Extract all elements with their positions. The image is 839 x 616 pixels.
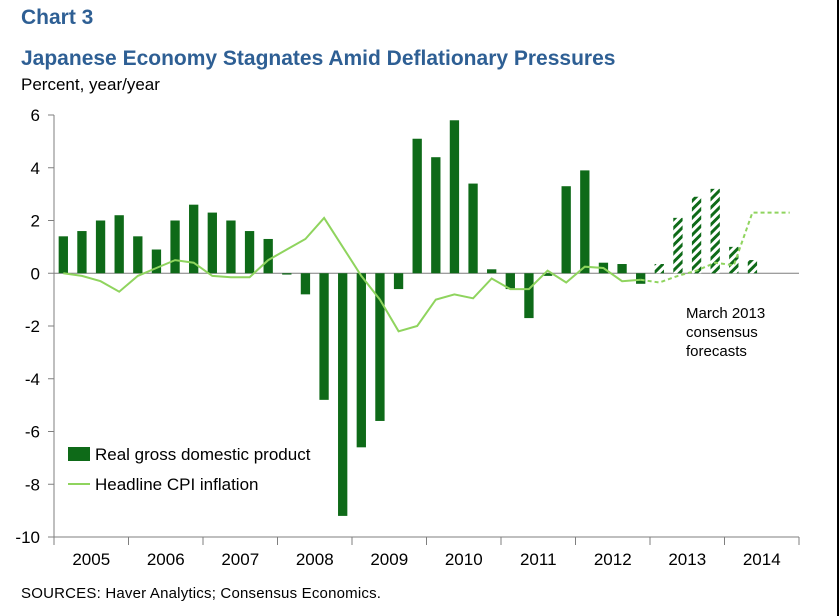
gdp-bar xyxy=(58,236,68,274)
chart-title: Japanese Economy Stagnates Amid Deflatio… xyxy=(21,47,616,70)
gdp-bar xyxy=(542,273,553,276)
gdp-bar xyxy=(282,273,292,275)
x-tick-label: 2012 xyxy=(594,550,632,569)
gdp-bar xyxy=(189,204,199,274)
gdp-bar xyxy=(263,238,273,274)
gdp-bar xyxy=(151,249,162,274)
gdp-forecast-bar xyxy=(654,264,664,274)
gdp-bar xyxy=(226,220,236,274)
cpi-forecast-line xyxy=(640,211,790,284)
gdp-forecast-bar xyxy=(691,196,702,274)
y-tick-label: 0 xyxy=(31,264,40,283)
axis-tick-labels: 6 4 2 0 -2 -4 -6 -8 -10 2005 2006 2007 2008 2009 2010 2… xyxy=(15,106,780,569)
gdp-bar xyxy=(338,273,348,516)
gdp-bar xyxy=(133,236,143,274)
annotation-line-1: March 2013 xyxy=(686,305,765,322)
gdp-bar xyxy=(77,231,87,274)
gdp-bar xyxy=(170,220,180,274)
gdp-bar xyxy=(449,120,460,274)
gdp-bar xyxy=(114,215,124,274)
x-tick-label: 2006 xyxy=(147,550,185,569)
x-tick-label: 2007 xyxy=(221,550,259,569)
gdp-bar xyxy=(319,273,329,400)
gdp-bar xyxy=(95,220,106,274)
x-tick-label: 2013 xyxy=(668,550,706,569)
gdp-bar xyxy=(300,273,311,295)
y-axis-units: Percent, year/year xyxy=(21,75,160,94)
y-tick-label: 2 xyxy=(31,212,40,231)
annotation-line-2: consensus xyxy=(686,324,758,341)
gdp-bar xyxy=(617,264,627,274)
annotation-line-3: forecasts xyxy=(686,343,747,360)
y-tick-label: 6 xyxy=(31,106,40,125)
x-tick-label: 2009 xyxy=(370,550,408,569)
legend-gdp-label: Real gross domestic product xyxy=(95,445,311,464)
gdp-bar xyxy=(505,273,515,290)
y-tick-label: 4 xyxy=(31,159,40,178)
gdp-bar xyxy=(468,183,478,274)
gdp-bar xyxy=(580,170,590,274)
cpi-line-group xyxy=(63,211,790,333)
gdp-bars xyxy=(58,120,758,516)
forecast-annotation: March 2013 consensus forecasts xyxy=(686,305,765,360)
cpi-line xyxy=(63,216,641,333)
gdp-bar xyxy=(561,186,571,274)
gdp-bar xyxy=(524,273,534,319)
gdp-bar xyxy=(393,273,404,290)
gdp-forecast-bar xyxy=(673,217,683,274)
gdp-forecast-bar xyxy=(729,246,739,274)
x-tick-label: 2011 xyxy=(520,550,557,569)
y-tick-label: -4 xyxy=(25,370,40,389)
x-tick-label: 2014 xyxy=(743,550,781,569)
gdp-forecast-bar xyxy=(747,260,758,274)
sources-note: SOURCES: Haver Analytics; Consensus Econ… xyxy=(21,585,382,602)
x-tick-label: 2005 xyxy=(72,550,110,569)
x-tick-label: 2008 xyxy=(296,550,334,569)
chart-number: Chart 3 xyxy=(21,6,94,29)
y-tick-label: -8 xyxy=(25,475,40,494)
x-tick-label: 2010 xyxy=(445,550,483,569)
gdp-bar xyxy=(375,273,385,421)
frame-border xyxy=(837,0,839,616)
legend: Real gross domestic product Headline CPI… xyxy=(68,445,311,494)
y-tick-label: -2 xyxy=(25,317,40,336)
gdp-bar xyxy=(636,273,646,284)
gdp-bar xyxy=(412,138,422,274)
gdp-bar xyxy=(207,212,217,274)
gdp-bar xyxy=(356,273,366,448)
gdp-bar xyxy=(487,269,497,274)
y-tick-label: -10 xyxy=(15,528,40,547)
y-tick-label: -6 xyxy=(25,423,40,442)
legend-gdp-swatch xyxy=(68,447,90,461)
gdp-forecast-bar xyxy=(710,188,720,274)
legend-cpi-label: Headline CPI inflation xyxy=(95,475,258,494)
gdp-bar xyxy=(244,231,255,274)
gdp-bar xyxy=(431,157,441,274)
